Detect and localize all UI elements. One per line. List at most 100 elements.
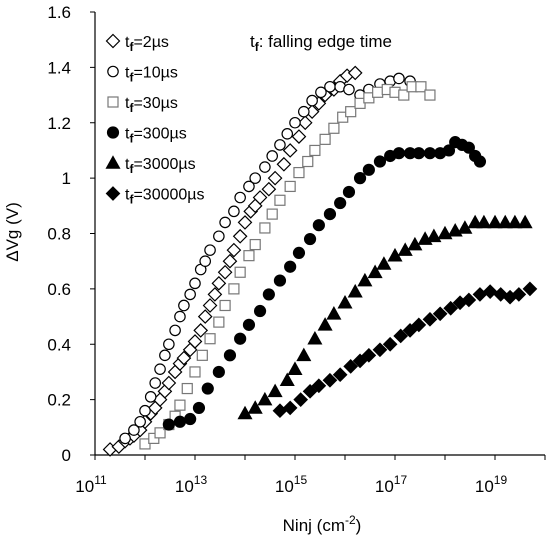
data-point xyxy=(337,294,353,309)
data-point xyxy=(361,347,377,363)
x-tick-label: 1015 xyxy=(275,473,308,496)
data-point xyxy=(247,400,263,414)
data-point xyxy=(266,150,279,162)
data-point xyxy=(169,324,181,337)
axes: 0 0.2 0.4 0.6 0.8 1 1.2 1.4 1.6 1011 1013 1015 1017 1… xyxy=(3,3,546,535)
data-point xyxy=(422,311,438,327)
data-point xyxy=(173,415,187,428)
data-point xyxy=(189,277,201,290)
data-point xyxy=(302,383,318,399)
data-point xyxy=(154,427,166,439)
data-point xyxy=(279,372,295,387)
data-point xyxy=(289,116,301,129)
legend-label: tf=10µs xyxy=(125,65,178,85)
data-point xyxy=(357,272,373,287)
data-point xyxy=(393,328,409,344)
data-point xyxy=(415,81,427,93)
data-point xyxy=(343,83,355,96)
data-point xyxy=(497,214,513,229)
data-point xyxy=(393,72,405,85)
legend-label: tf=30000µs xyxy=(125,187,205,207)
legend-label: tf=2µs xyxy=(125,34,169,54)
data-point xyxy=(282,143,298,158)
data-point xyxy=(253,304,267,318)
data-point xyxy=(476,214,492,229)
data-point xyxy=(297,115,313,131)
data-point xyxy=(139,404,151,417)
data-point xyxy=(462,141,475,154)
data-point xyxy=(307,330,323,345)
annotation-label: tf: falling edge time xyxy=(250,32,392,54)
data-point xyxy=(228,205,240,218)
data-point xyxy=(242,318,256,331)
data-point xyxy=(217,264,233,280)
data-point xyxy=(243,180,255,193)
legend-label: tf=3000µs xyxy=(125,156,196,176)
data-point xyxy=(326,306,342,320)
data-point xyxy=(197,309,213,324)
data-point xyxy=(243,250,255,262)
data-point xyxy=(334,196,347,210)
data-point xyxy=(392,147,406,160)
y-tick-label: 1.2 xyxy=(47,114,71,133)
data-point xyxy=(398,89,410,101)
data-point xyxy=(144,391,157,403)
series-1 xyxy=(119,72,416,445)
data-point xyxy=(367,264,383,279)
data-point xyxy=(176,350,192,366)
data-point xyxy=(511,287,527,302)
data-point xyxy=(373,155,387,168)
y-tick-label: 0 xyxy=(62,446,71,465)
data-point xyxy=(412,147,425,160)
data-point xyxy=(274,194,286,206)
data-point xyxy=(315,86,327,99)
data-point xyxy=(274,139,286,151)
y-tick-label: 0.6 xyxy=(47,280,71,299)
data-point xyxy=(347,65,363,81)
data-point xyxy=(219,216,231,229)
series-4 xyxy=(237,214,533,420)
data-point xyxy=(347,283,363,298)
legend-marker xyxy=(105,33,121,49)
data-point xyxy=(424,89,436,101)
data-point xyxy=(426,228,442,243)
data-point xyxy=(223,349,237,362)
data-point xyxy=(213,316,225,328)
data-point xyxy=(228,283,240,295)
data-point xyxy=(266,208,278,220)
y-axis-label: ΔVg (V) xyxy=(3,202,22,262)
data-point xyxy=(202,298,218,313)
data-point xyxy=(328,122,340,134)
x-tick-label: 1019 xyxy=(475,473,508,496)
legend-marker xyxy=(105,155,121,169)
data-point xyxy=(181,382,193,395)
data-point xyxy=(473,155,487,168)
data-point xyxy=(187,334,203,349)
data-point xyxy=(234,266,246,278)
data-point xyxy=(345,106,357,118)
data-point xyxy=(207,287,223,302)
annotation: tf: falling edge time xyxy=(250,32,392,54)
data-point xyxy=(302,155,314,168)
data-point xyxy=(232,228,248,244)
data-point xyxy=(252,190,268,205)
data-point xyxy=(276,156,292,172)
data-point xyxy=(178,299,190,312)
data-point xyxy=(472,287,488,302)
data-point xyxy=(312,219,325,232)
data-point xyxy=(402,323,418,338)
data-point xyxy=(128,424,140,436)
data-point xyxy=(189,366,201,378)
data-point xyxy=(193,323,209,338)
data-point xyxy=(293,392,309,407)
data-point xyxy=(163,338,175,351)
y-tick-label: 1 xyxy=(62,169,71,188)
data-point xyxy=(372,86,384,98)
data-point xyxy=(309,144,321,157)
series-5 xyxy=(272,281,538,419)
data-point xyxy=(292,246,306,259)
data-point xyxy=(196,349,208,361)
data-point xyxy=(382,336,398,352)
data-point xyxy=(281,128,294,140)
data-point xyxy=(322,372,338,388)
